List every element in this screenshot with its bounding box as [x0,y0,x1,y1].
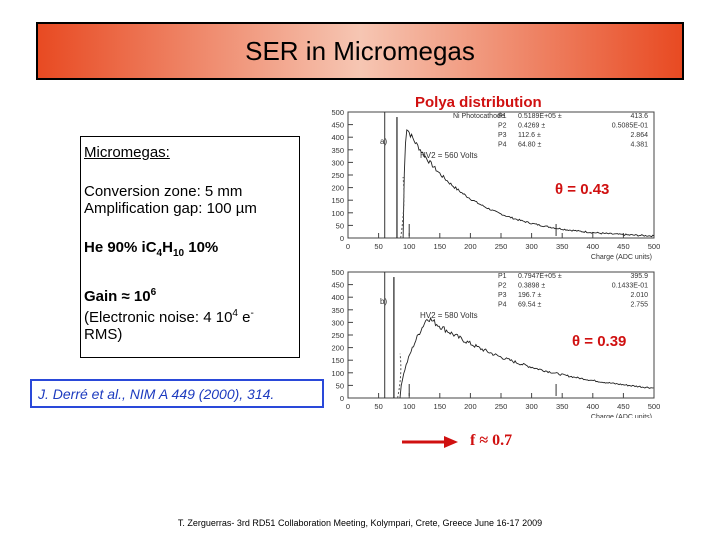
bottom-plot-param-name: P3 [498,292,507,299]
slide-title: SER in Micromegas [245,35,475,66]
top-plot-param-value: 64.80 ± [518,142,541,149]
top-plot-ytick-label: 0 [340,234,344,243]
top-plot-xtick-label: 150 [434,242,447,251]
title-bar: SER in Micromegas [36,22,684,80]
bottom-plot-extrapolation [397,353,402,399]
bottom-plot-hv-label: HV2 = 580 Volts [420,311,478,320]
bottom-plot-ytick-label: 400 [331,293,344,302]
bottom-plot-xtick-label: 450 [617,402,630,411]
top-plot-xtick-label: 200 [464,242,477,251]
reference-citation: J. Derré et al., NIM A 449 (2000), 314. [30,379,324,408]
top-plot-param-error: 0.5085E-01 [612,123,648,130]
top-plot-param-value: 112.6 ± [518,132,541,139]
bottom-plot-panel-label: b) [380,297,387,306]
top-plot-xtick-label: 300 [525,242,538,251]
info-heading: Micromegas: [84,144,170,161]
bottom-plot-ytick-label: 500 [331,268,344,277]
top-plot-param-name: P4 [498,142,507,149]
bottom-plot-histogram [399,316,654,399]
noise-rms-text: RMS) [84,326,123,343]
top-plot-ytick-label: 350 [331,146,344,155]
top-plot-xtick-label: 400 [587,242,600,251]
top-plot-ytick-label: 50 [336,221,344,230]
fraction-label: f ≈ 0.7 [470,432,513,449]
bottom-plot-xlabel: Charge (ADC units) [591,414,652,418]
bottom-plot-param-name: P1 [498,273,507,280]
top-plot-xlabel: Charge (ADC units) [591,254,652,261]
top-plot-subtitle: Ni Photocathode [453,113,505,120]
top-plot-param-error: 4.381 [630,142,648,149]
top-plot-hv-label: HV2 = 560 Volts [420,151,478,160]
top-plot-param-value: 0.4269 ± [518,123,545,130]
micromegas-info-box: Micromegas: Conversion zone: 5 mm Amplif… [80,136,300,358]
top-plot-param-error: 2.864 [630,132,648,139]
noise-text: (Electronic noise: 4 104 e- [84,308,254,326]
bottom-plot-param-error: 2.010 [630,292,648,299]
top-plot-extrapolation [400,176,405,239]
top-plot-ytick-label: 450 [331,121,344,130]
bottom-plot-ytick-label: 300 [331,318,344,327]
theta-bottom-label: θ = 0.39 [570,333,629,350]
bottom-plot-xtick-label: 500 [648,402,661,411]
arrow-icon [402,436,458,448]
bottom-plot-xtick-label: 150 [434,402,447,411]
top-plot-ytick-label: 300 [331,158,344,167]
bottom-plot-param-value: 0.3898 ± [518,283,545,290]
top-plot-xtick-label: 0 [346,242,350,251]
top-plot-xtick-label: 100 [403,242,416,251]
bottom-plot-xtick-label: 350 [556,402,569,411]
bottom-plot-xtick-label: 400 [587,402,600,411]
bottom-plot-ytick-label: 50 [336,381,344,390]
top-plot-panel-label: a) [380,137,387,146]
amplification-gap-text: Amplification gap: 100 µm [84,200,257,217]
bottom-plot-xtick-label: 200 [464,402,477,411]
footer-credit: T. Zerguerras- 3rd RD51 Collaboration Me… [177,518,543,528]
bottom-plot-xtick-label: 300 [525,402,538,411]
top-plot-xtick-label: 250 [495,242,508,251]
bottom-plot-ytick-label: 250 [331,331,344,340]
bottom-plot-param-name: P4 [498,302,507,309]
bottom-plot-xtick-label: 50 [374,402,382,411]
polya-caption: Polya distribution [415,94,542,111]
top-plot-ytick-label: 150 [331,196,344,205]
bottom-plot-param-value: 196.7 ± [518,292,541,299]
bottom-plot-param-error: 2.755 [630,302,648,309]
top-plot-ytick-label: 100 [331,209,344,218]
bottom-plot-xtick-label: 100 [403,402,416,411]
bottom-plot-ytick-label: 450 [331,281,344,290]
bottom-plot-param-error: 395.9 [630,273,648,280]
bottom-plot-param-error: 0.1433E-01 [612,283,648,290]
top-plot-xtick-label: 450 [617,242,630,251]
top-plot-param-error: 413.6 [630,113,648,120]
top-plot-ytick-label: 400 [331,133,344,142]
top-plot-xtick-label: 500 [648,242,661,251]
bottom-plot-ytick-label: 150 [331,356,344,365]
conversion-zone-text: Conversion zone: 5 mm [84,183,243,200]
top-plot-frame [347,111,655,239]
bottom-plot-ytick-label: 0 [340,394,344,403]
bottom-plot-ytick-label: 350 [331,306,344,315]
top-plot-param-name: P3 [498,132,507,139]
gain-text: Gain ≈ 106 [84,287,157,305]
top-plot-param-name: P1 [498,113,507,120]
bottom-plot-ytick-label: 200 [331,344,344,353]
bottom-plot-param-name: P2 [498,283,507,290]
top-plot-param-name: P2 [498,123,507,130]
top-plot-xtick-label: 50 [374,242,382,251]
top-plot-ytick-label: 200 [331,184,344,193]
top-plot-ytick-label: 250 [331,171,344,180]
gas-mixture-text: He 90% iC4H10 10% [84,239,219,259]
top-plot-xtick-label: 350 [556,242,569,251]
top-plot-ytick-label: 500 [331,108,344,117]
bottom-plot-xtick-label: 0 [346,402,350,411]
bottom-plot-ytick-label: 100 [331,369,344,378]
theta-top-label: θ = 0.43 [553,181,612,198]
top-plot-histogram [402,129,655,239]
bottom-plot-param-value: 0.7947E+05 ± [518,273,562,280]
bottom-plot-xtick-label: 250 [495,402,508,411]
bottom-plot-param-value: 69.54 ± [518,302,541,309]
top-plot-param-value: 0.5189E+05 ± [518,113,562,120]
